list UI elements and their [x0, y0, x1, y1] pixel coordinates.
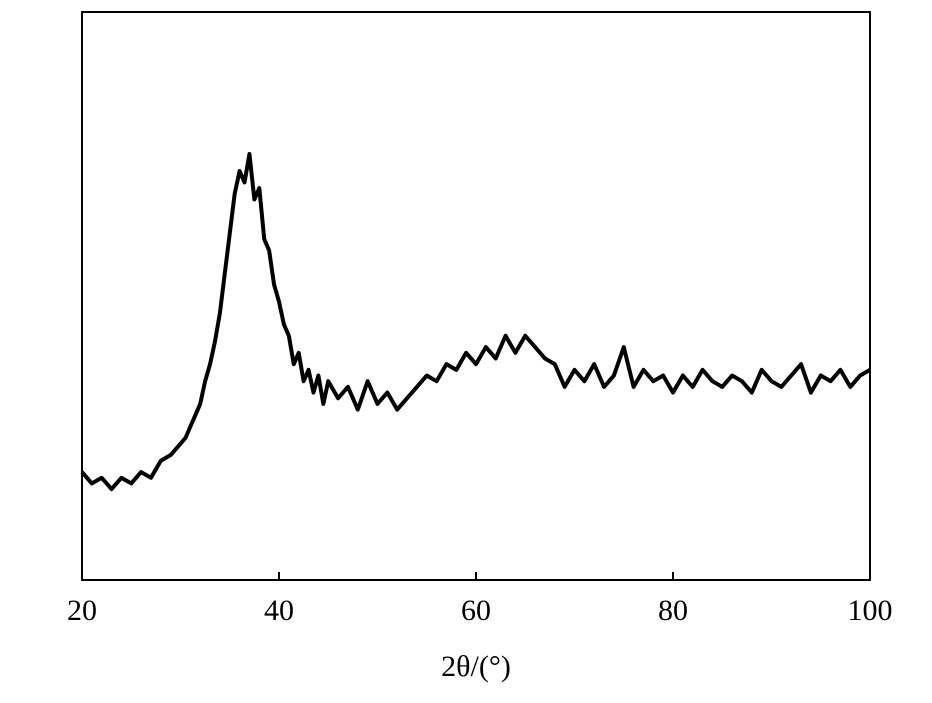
x-tick-label: 60 — [461, 594, 491, 627]
x-tick-label: 20 — [67, 594, 97, 627]
x-tick-label: 40 — [264, 594, 294, 627]
x-tick-label: 80 — [658, 594, 688, 627]
x-axis-label: 2θ/(°) — [441, 650, 511, 683]
x-tick-label: 100 — [848, 594, 893, 627]
data-line — [80, 152, 871, 492]
plot-frame — [81, 11, 871, 581]
